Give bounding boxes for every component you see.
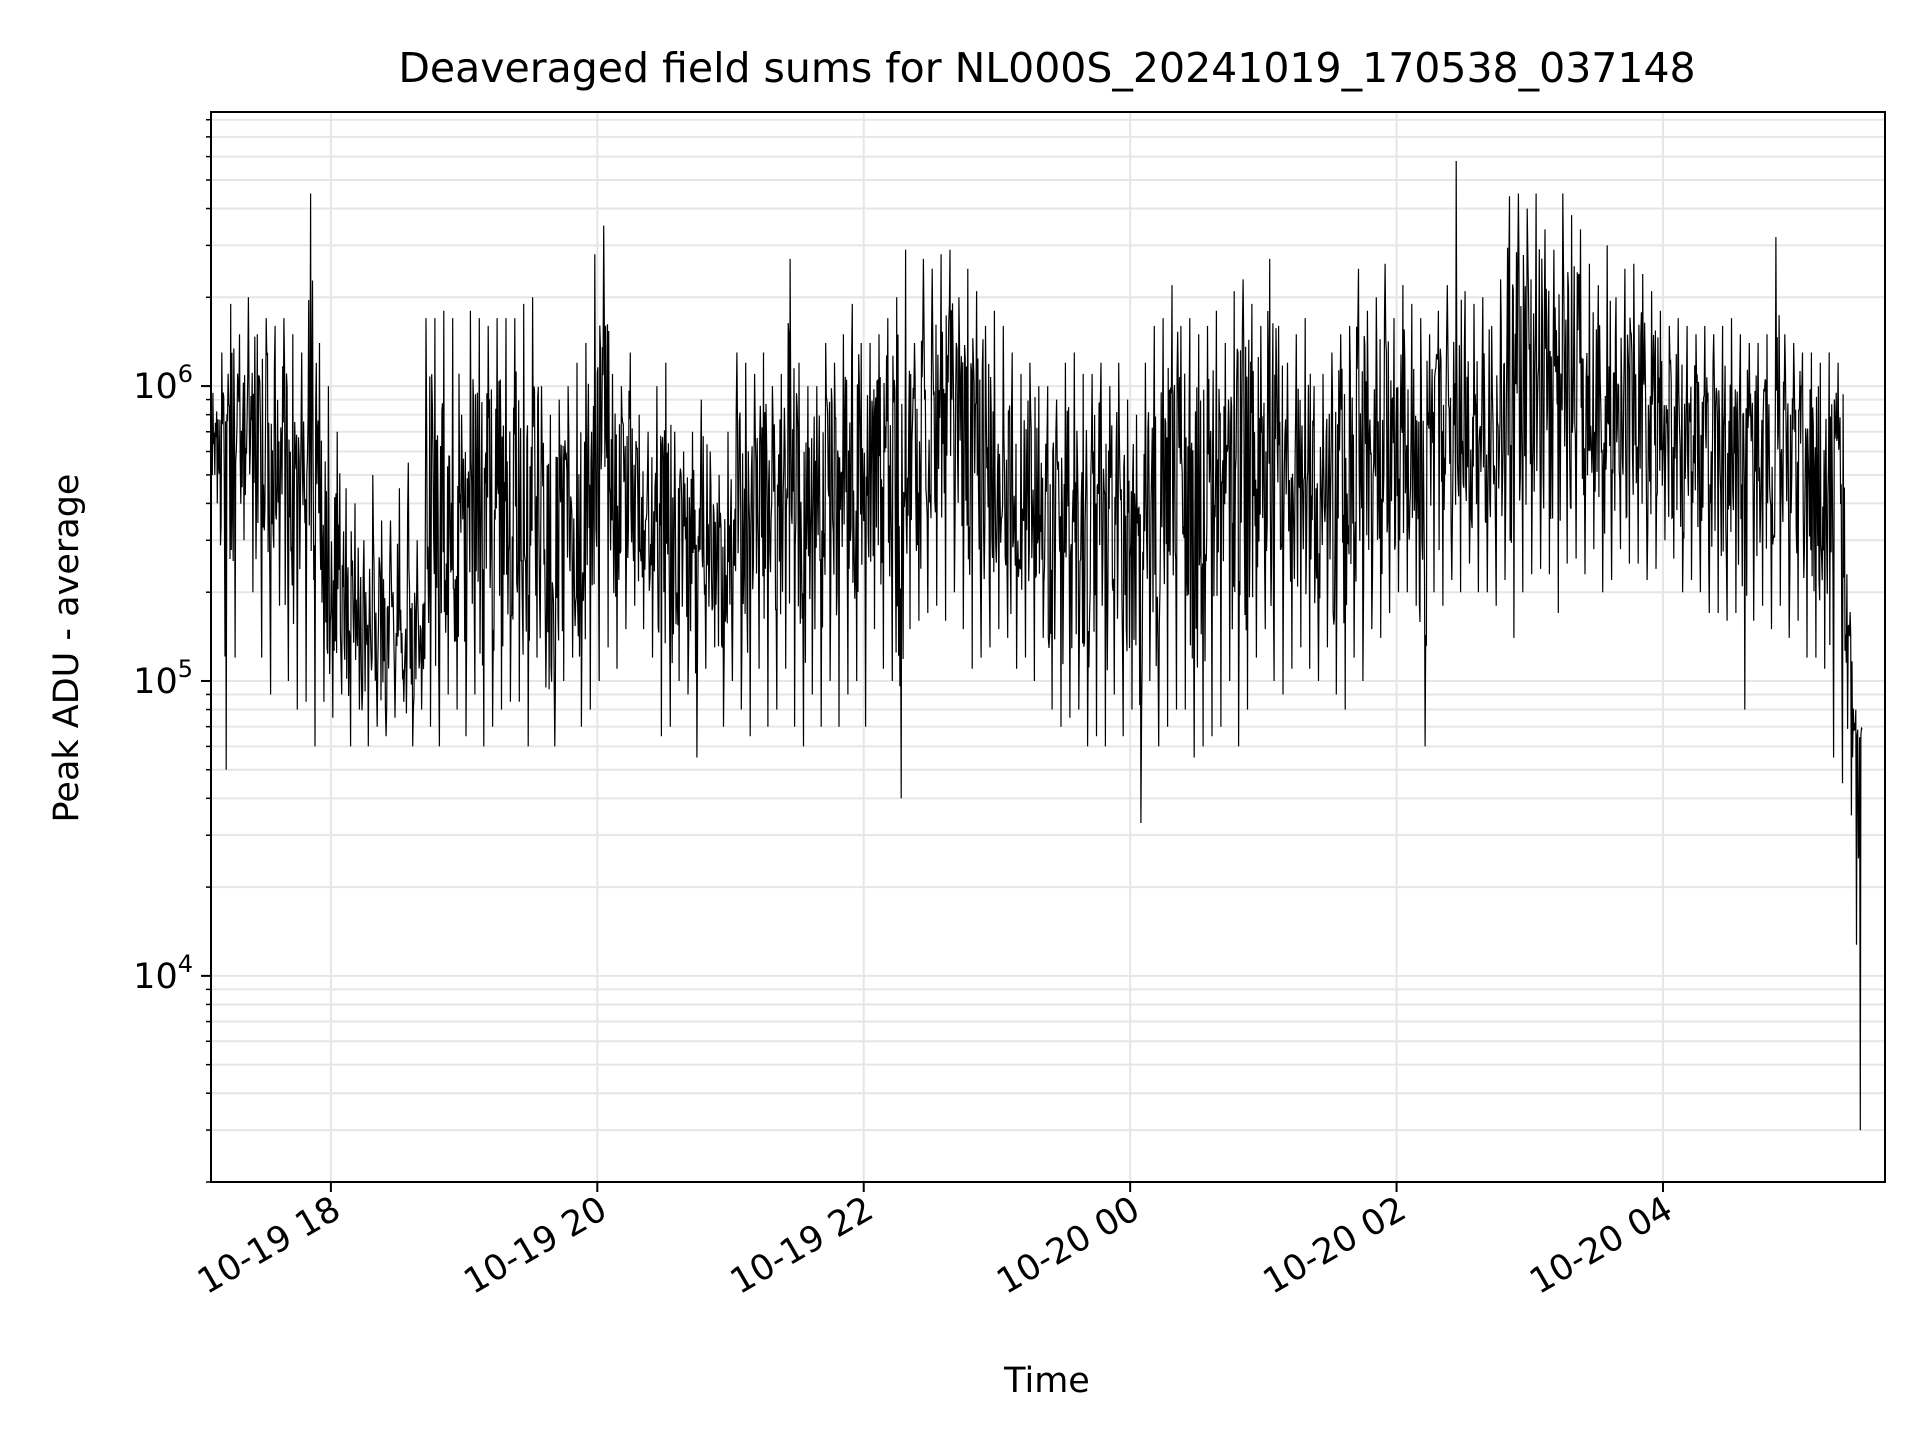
plot-frame [210, 111, 1886, 1183]
y-tick-label: 105 [133, 655, 193, 702]
series-line [210, 160, 1863, 1131]
chart-title: Deaveraged field sums for NL000S_2024101… [398, 44, 1695, 92]
y-tick-label: 104 [133, 950, 193, 997]
y-axis-label: Peak ADU - average [47, 474, 87, 823]
series-layer [210, 160, 1863, 1131]
x-axis-label: Time [1003, 1361, 1090, 1401]
y-tick-label: 106 [133, 360, 193, 407]
